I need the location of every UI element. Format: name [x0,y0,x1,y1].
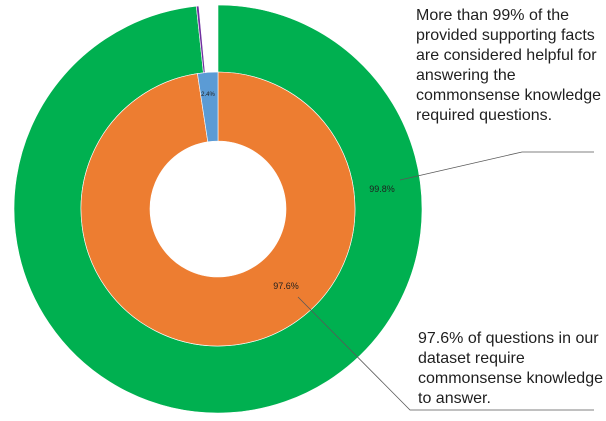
inner-ring-slice-1 [197,71,219,143]
inner-slice-label-small: 2.4% [201,92,215,98]
outer-slice-label-large: 99.8% [369,184,395,194]
outer-ring [13,4,423,414]
leader-line-top [399,151,594,181]
outer-ring-slice-0 [13,4,423,414]
slice-labels: 99.8% 97.6% 2.4% [201,92,395,291]
leader-line-bottom [297,296,594,411]
inner-slice-label-large: 97.6% [273,281,299,291]
annotation-commonsense-questions: 97.6% of questions in our dataset requir… [418,330,603,407]
inner-ring [80,71,356,347]
leader-lines [297,151,594,411]
inner-ring-slice-0 [80,71,356,347]
annotation-supporting-facts: More than 99% of the provided supporting… [416,7,601,124]
